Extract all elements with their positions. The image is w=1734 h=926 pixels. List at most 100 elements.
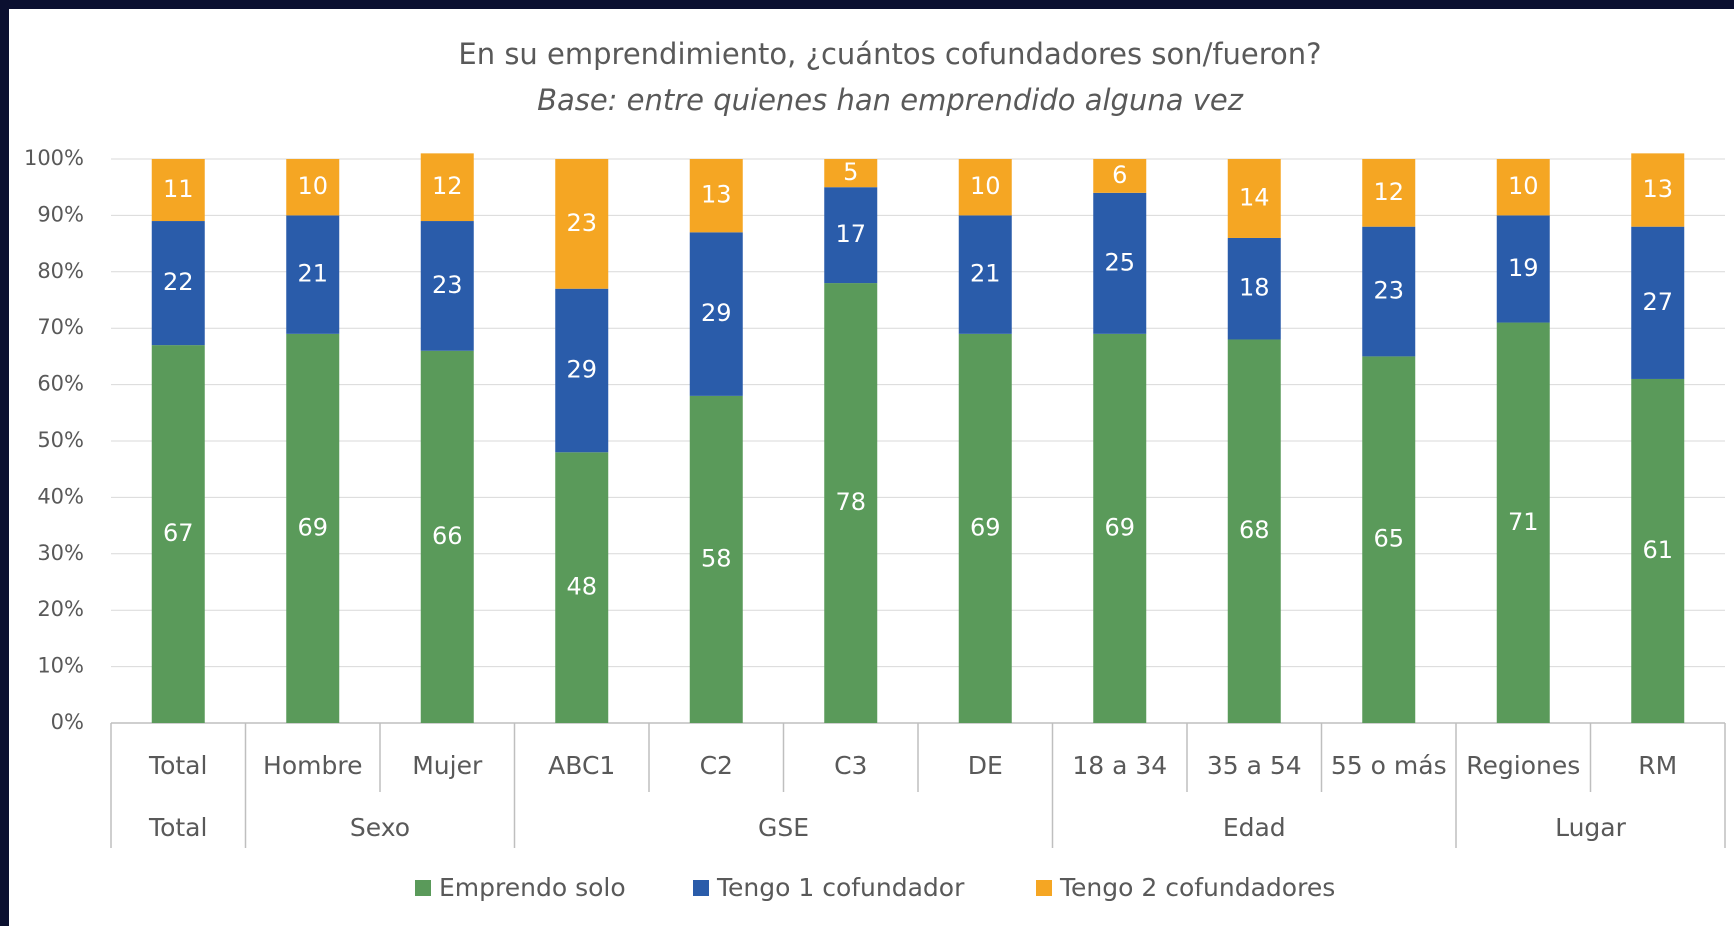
- data-label: 17: [835, 220, 866, 248]
- y-tick-label: 60%: [37, 372, 84, 396]
- legend-swatch: [1036, 880, 1052, 896]
- bar-segment: [958, 215, 1012, 334]
- data-label: 13: [701, 181, 732, 209]
- data-label: 23: [566, 209, 597, 237]
- data-label: 11: [163, 175, 194, 203]
- x-tick-label: Mujer: [412, 751, 483, 780]
- legend-swatch: [693, 880, 709, 896]
- bar-segment: [1093, 159, 1147, 193]
- bar-segment: [958, 159, 1012, 216]
- bar-segment: [1631, 226, 1685, 379]
- x-tick-label: Total: [148, 751, 207, 780]
- data-label: 65: [1373, 525, 1404, 553]
- bar-segment: [420, 350, 474, 723]
- y-tick-label: 30%: [37, 541, 84, 565]
- bar-segment: [1631, 153, 1685, 227]
- y-tick-label: 70%: [37, 315, 84, 339]
- data-label: 10: [297, 172, 328, 200]
- y-tick-label: 40%: [37, 484, 84, 508]
- x-tick-label: C3: [834, 751, 867, 780]
- bar-segment: [824, 159, 878, 188]
- data-label: 12: [432, 172, 463, 200]
- bar-segment: [1227, 339, 1281, 723]
- y-tick-label: 80%: [37, 259, 84, 283]
- x-tick-label: 18 a 34: [1072, 751, 1167, 780]
- bar-segment: [689, 159, 743, 233]
- x-tick-label: RM: [1638, 751, 1677, 780]
- data-label: 71: [1508, 508, 1539, 536]
- bar-segment: [1631, 378, 1685, 723]
- data-label: 68: [1239, 516, 1270, 544]
- group-label: Lugar: [1555, 813, 1627, 842]
- data-label: 10: [1508, 172, 1539, 200]
- bar-segment: [1227, 237, 1281, 340]
- bar-segment: [689, 232, 743, 396]
- bar-segment: [958, 333, 1012, 723]
- bar-segment: [151, 221, 205, 346]
- bar-segment: [1362, 226, 1416, 357]
- group-label: Edad: [1223, 813, 1286, 842]
- bar-segment: [420, 221, 474, 351]
- y-tick-label: 10%: [37, 654, 84, 678]
- legend-swatch: [415, 880, 431, 896]
- bar-segment: [1496, 215, 1550, 323]
- data-label: 21: [297, 260, 328, 288]
- bar-segment: [1496, 159, 1550, 216]
- y-tick-label: 100%: [24, 146, 84, 170]
- bar-segment: [555, 159, 609, 289]
- bar-segment: [286, 215, 340, 334]
- data-label: 22: [163, 268, 194, 296]
- x-tick-label: Hombre: [263, 751, 362, 780]
- data-label: 69: [970, 513, 1001, 541]
- group-label: GSE: [758, 813, 809, 842]
- data-label: 13: [1642, 175, 1673, 203]
- data-label: 18: [1239, 274, 1270, 302]
- bar-segment: [1227, 159, 1281, 238]
- bar-segment: [555, 452, 609, 723]
- bar-segment: [689, 395, 743, 723]
- legend-label: Tengo 2 cofundadores: [1059, 873, 1335, 902]
- data-label: 27: [1642, 288, 1673, 316]
- data-label: 19: [1508, 254, 1539, 282]
- data-label: 5: [843, 158, 858, 186]
- y-tick-label: 20%: [37, 597, 84, 621]
- data-label: 14: [1239, 183, 1270, 211]
- data-label: 66: [432, 522, 463, 550]
- data-label: 25: [1104, 248, 1135, 276]
- data-label: 48: [566, 573, 597, 601]
- bar-segment: [824, 283, 878, 723]
- legend-label: Emprendo solo: [439, 873, 626, 902]
- bar-segment: [420, 153, 474, 222]
- bar-segment: [824, 187, 878, 284]
- chart-title: En su emprendimiento, ¿cuántos cofundado…: [458, 37, 1321, 71]
- data-label: 21: [970, 260, 1001, 288]
- data-label: 29: [701, 299, 732, 327]
- bar-segment: [151, 159, 205, 222]
- data-label: 78: [835, 488, 866, 516]
- legend-label: Tengo 1 cofundador: [716, 873, 965, 902]
- data-label: 69: [1104, 513, 1135, 541]
- bar-segment: [151, 345, 205, 723]
- x-tick-label: 55 o más: [1331, 751, 1447, 780]
- x-tick-label: ABC1: [548, 751, 615, 780]
- x-tick-label: C2: [700, 751, 733, 780]
- x-tick-label: DE: [968, 751, 1003, 780]
- bar-segment: [286, 159, 340, 216]
- data-label: 23: [1373, 277, 1404, 305]
- group-label: Sexo: [350, 813, 410, 842]
- group-label: Total: [148, 813, 207, 842]
- bar-segment: [286, 333, 340, 723]
- bar-segment: [1362, 159, 1416, 227]
- data-label: 67: [163, 519, 194, 547]
- data-label: 69: [297, 513, 328, 541]
- bar-segment: [1093, 333, 1147, 723]
- y-tick-label: 90%: [37, 202, 84, 226]
- data-label: 58: [701, 544, 732, 572]
- data-label: 12: [1373, 178, 1404, 206]
- data-label: 10: [970, 172, 1001, 200]
- bar-segment: [1362, 356, 1416, 723]
- y-tick-label: 50%: [37, 428, 84, 452]
- data-label: 23: [432, 271, 463, 299]
- y-tick-label: 0%: [51, 710, 84, 734]
